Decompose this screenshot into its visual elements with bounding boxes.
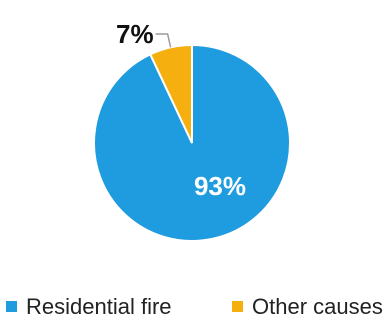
slice-labels: 93% 7% — [116, 19, 246, 201]
slice-label-residential-fire: 93% — [194, 171, 246, 201]
pie-slice-other-causes — [148, 43, 193, 144]
slice-leader-line-other-causes — [155, 33, 172, 48]
legend: Residential fire Other causes — [6, 294, 383, 319]
legend-label-other-causes: Other causes — [252, 294, 383, 319]
pie-slices — [93, 43, 291, 242]
legend-label-residential-fire: Residential fire — [26, 294, 172, 319]
legend-swatch-other-causes — [232, 301, 243, 312]
legend-swatch-residential-fire — [6, 301, 17, 312]
slice-label-other-causes: 7% — [116, 19, 154, 49]
